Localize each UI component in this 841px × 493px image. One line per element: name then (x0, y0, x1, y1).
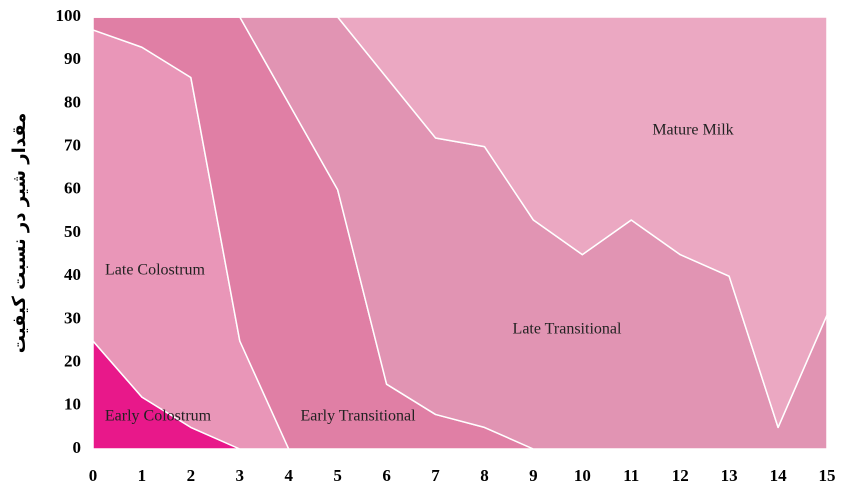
y-tick-label: 20 (64, 352, 81, 371)
x-tick-label: 10 (574, 466, 591, 485)
x-tick-label: 4 (284, 466, 293, 485)
area (92, 16, 828, 429)
area-label: Late Transitional (513, 321, 622, 338)
x-tick-label: 7 (431, 466, 440, 485)
x-tick-label: 8 (480, 466, 489, 485)
y-axis-title: مقدار شیر در نسبت کیفیت (9, 113, 30, 354)
y-tick-label: 60 (64, 179, 81, 198)
x-tick-label: 3 (236, 466, 245, 485)
area-label: Early Colostrum (105, 408, 212, 425)
x-tick-label: 1 (138, 466, 147, 485)
area-label: Early Transitional (300, 408, 416, 425)
x-tick-label: 14 (770, 466, 788, 485)
x-tick-label: 15 (819, 466, 836, 485)
y-tick-label: 0 (73, 438, 82, 457)
y-tick-label: 30 (64, 308, 81, 327)
x-tick-label: 2 (187, 466, 196, 485)
x-tick-label: 6 (382, 466, 391, 485)
x-tick-label: 12 (672, 466, 689, 485)
y-tick-label: 40 (64, 265, 81, 284)
y-tick-label: 80 (64, 92, 81, 111)
area-label: Mature Milk (652, 122, 733, 139)
x-tick-label: 5 (333, 466, 342, 485)
y-tick-label: 90 (64, 49, 81, 68)
y-tick-label: 10 (64, 395, 81, 414)
x-tick-label: 11 (623, 466, 639, 485)
x-tick-label: 9 (529, 466, 538, 485)
x-tick-label: 0 (89, 466, 98, 485)
x-tick-label: 13 (721, 466, 738, 485)
area-label: Late Colostrum (105, 262, 206, 279)
y-tick-label: 100 (56, 6, 82, 25)
y-tick-label: 50 (64, 222, 81, 241)
y-tick-label: 70 (64, 136, 81, 155)
